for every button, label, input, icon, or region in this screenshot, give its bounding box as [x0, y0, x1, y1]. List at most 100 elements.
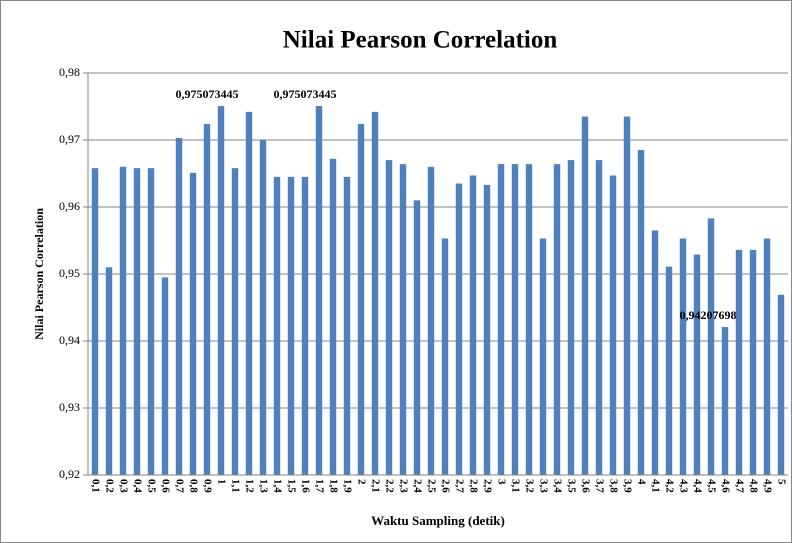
bar [693, 254, 701, 475]
y-tick-label: 0,98 [59, 65, 80, 79]
bar [301, 176, 309, 475]
bar [623, 116, 631, 476]
x-tick-label: 4,4 [691, 479, 703, 493]
bar [707, 218, 715, 475]
x-tick-label: 4,2 [663, 479, 675, 493]
bar [553, 164, 561, 475]
bar [511, 164, 519, 475]
x-tick-label: 4 [635, 479, 647, 485]
x-tick-label: 0,2 [103, 479, 115, 493]
x-tick-label: 2,6 [439, 479, 451, 493]
bar [259, 140, 267, 475]
x-tick-label: 3,4 [551, 479, 563, 493]
bar [763, 238, 771, 475]
x-tick-label: 1,5 [285, 479, 297, 493]
bar [413, 200, 421, 476]
bar [175, 137, 183, 476]
x-tick-label: 1,6 [299, 479, 311, 493]
bar [357, 123, 365, 476]
bar [287, 176, 295, 475]
x-tick-label: 4,9 [761, 479, 773, 493]
bar [679, 238, 687, 475]
bar [273, 176, 281, 475]
bar [217, 106, 225, 475]
bar [147, 168, 155, 475]
x-tick-label: 2,7 [453, 479, 465, 493]
y-axis-label: Nilai Pearson Correlation [32, 208, 46, 340]
bar [483, 184, 491, 475]
x-tick-label: 3,9 [621, 479, 633, 493]
bar [105, 267, 113, 475]
bar [161, 277, 169, 475]
x-tick-label: 1,2 [243, 479, 255, 493]
x-tick-label: 3 [495, 479, 507, 485]
bar [539, 238, 547, 475]
x-tick-label: 2 [355, 479, 367, 485]
x-tick-label: 4,8 [747, 479, 759, 493]
bar [581, 116, 589, 476]
bar [735, 249, 743, 475]
x-tick-label: 2,2 [383, 479, 395, 493]
x-tick-label: 0,1 [89, 479, 101, 493]
chart-title: Nilai Pearson Correlation [283, 27, 558, 54]
x-tick-label: 0,4 [131, 479, 143, 493]
x-tick-label: 0,7 [173, 479, 185, 493]
bar [119, 166, 127, 476]
bar [329, 158, 337, 475]
bar [231, 168, 239, 475]
bar [427, 166, 435, 476]
x-tick-label: 4,3 [677, 479, 689, 493]
x-tick-label: 4,6 [719, 479, 731, 493]
x-tick-label: 2,9 [481, 479, 493, 493]
x-tick-label: 2,1 [369, 479, 381, 493]
bar [595, 160, 603, 475]
bar [245, 111, 253, 476]
bar [777, 294, 785, 475]
bar [189, 172, 197, 475]
bar [497, 164, 505, 475]
bar [665, 266, 673, 475]
x-tick-label: 2,3 [397, 479, 409, 493]
bar [371, 111, 379, 476]
data-label: 0,975073445 [274, 87, 337, 101]
x-tick-label: 3,5 [565, 479, 577, 493]
x-tick-label: 1,8 [327, 479, 339, 493]
x-tick-label: 1 [215, 479, 227, 485]
x-axis-label: Waktu Sampling (detik) [371, 513, 505, 528]
bar [203, 123, 211, 476]
x-tick-label: 4,7 [733, 479, 745, 493]
x-tick-label: 1,1 [229, 479, 241, 493]
y-tick-label: 0,95 [59, 266, 80, 280]
bar [525, 164, 533, 475]
bar [441, 238, 449, 475]
x-tick-label: 0,8 [187, 479, 199, 493]
bar [651, 230, 659, 475]
bar [343, 176, 351, 475]
bar [567, 160, 575, 475]
x-tick-label: 3,3 [537, 479, 549, 493]
data-label: 0,975073445 [176, 87, 239, 101]
bar [399, 164, 407, 475]
bar [469, 175, 477, 475]
y-tick-label: 0,93 [59, 400, 80, 414]
x-tick-label: 4,5 [705, 479, 717, 493]
bar [455, 183, 463, 476]
x-tick-label: 0,9 [201, 479, 213, 493]
x-tick-label: 3,7 [593, 479, 605, 493]
x-tick-label: 3,8 [607, 479, 619, 493]
x-tick-label: 2,4 [411, 479, 423, 493]
x-tick-label: 1,4 [271, 479, 283, 493]
bar [749, 249, 757, 475]
x-tick-label: 3,2 [523, 479, 535, 493]
bar [637, 150, 645, 476]
x-tick-label: 3,6 [579, 479, 591, 493]
x-tick-label: 2,5 [425, 479, 437, 493]
y-tick-label: 0,97 [59, 132, 80, 146]
x-tick-label: 4,1 [649, 479, 661, 493]
x-tick-label: 1,7 [313, 479, 325, 493]
x-tick-label: 5 [775, 479, 787, 485]
x-tick-label: 0,3 [117, 479, 129, 493]
bar [609, 175, 617, 475]
